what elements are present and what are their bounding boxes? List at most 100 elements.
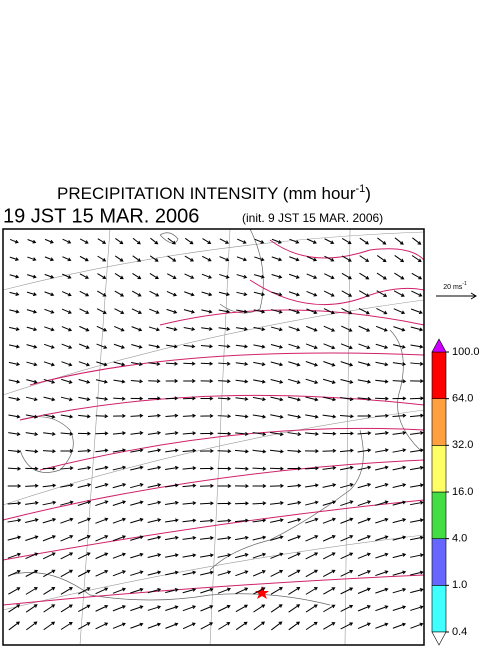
wind-arrow [306,256,318,262]
wind-arrow [235,431,249,436]
wind-arrow [165,500,179,506]
wind-arrow [305,378,319,385]
wind-arrow [357,431,372,436]
wind-arrow [96,325,108,332]
wind-arrow [8,396,21,402]
wind-arrow [78,604,91,613]
wind-arrow [375,396,389,401]
wind-arrow [26,361,38,367]
wind-arrow [60,569,74,578]
wind-arrow [357,448,372,453]
wind-arrow [200,431,214,436]
wind-arrow [306,308,318,315]
wind-arrow [235,344,249,349]
wind-arrow [147,431,162,435]
wind-arrow [271,291,283,297]
wind-arrow [410,535,424,541]
wind-arrow [8,587,21,595]
map-frame [2,228,425,646]
wind-arrow [165,379,179,384]
wind-arrow [323,308,335,315]
title: PRECIPITATION INTENSITY (mm hour-1) [57,183,371,204]
wind-arrow [182,501,197,506]
wind-arrow [149,273,159,280]
wind-arrow [287,432,302,437]
wind-vectors [7,237,424,631]
wind-arrow [357,622,371,630]
valid-time: 19 JST 15 MAR. 2006 [3,205,199,227]
wind-arrow [410,622,424,629]
wind-arrow [410,361,424,366]
wind-arrow [376,290,388,297]
wind-arrow [201,273,213,279]
wind-arrow [340,483,354,489]
init-time: (init. 9 JST 15 MAR. 2006) [242,211,383,225]
wind-arrow [78,622,91,630]
wind-arrow [218,622,231,630]
wind-arrow [322,414,337,419]
wind-arrow [392,535,407,541]
wind-arrow [61,308,72,314]
wind-arrow [304,466,319,471]
wind-arrow [375,605,389,612]
wind-arrow [62,273,72,279]
wind-arrow [130,448,144,453]
wind-arrow [113,343,125,349]
wind-arrow [8,432,21,436]
wind-arrow [9,238,19,244]
wind-arrow [341,307,353,315]
wind-arrow [375,535,389,542]
wind-arrow [182,448,197,453]
wind-arrow [235,553,249,559]
wind-arrow [27,256,37,262]
wind-arrow [130,465,144,471]
wind-arrow [60,414,74,419]
wind-arrow [375,517,389,524]
wind-arrow [25,396,38,402]
wind-arrow [271,238,282,244]
wind-arrow [341,325,353,332]
wind-arrow [253,587,266,595]
colorbar: 0.4 1.0 4.0 16.0 32.0 64.0 100.0 [431,338,480,646]
wind-arrow [270,344,283,349]
wind-arrow [165,448,179,453]
wind-arrow [78,343,90,349]
wind-arrow [25,587,38,595]
wind-arrow [288,361,301,367]
wind-arrow [77,517,91,524]
wind-arrow [8,621,20,631]
wind-arrow [305,552,319,560]
wind-arrow [254,256,265,262]
wind-arrow [166,344,178,349]
wind-arrow [60,500,74,506]
wind-arrow [410,500,424,506]
wind-arrow [219,256,230,262]
wind-arrow [96,361,108,367]
wind-arrow [148,344,161,349]
wind-arrow [182,553,197,558]
wind-arrow [322,552,336,560]
wind-arrow [323,587,336,595]
wind-arrow [60,449,74,453]
wind-arrow [306,273,318,279]
wind-arrow [375,448,389,453]
wind-arrow [394,272,405,280]
wind-arrow [25,414,39,419]
wind-arrow [269,466,284,471]
wind-arrow [9,309,20,314]
wind-arrow [357,379,372,384]
wind-arrow [78,587,91,595]
site-marker [255,586,269,599]
wind-arrow [8,361,21,367]
wind-arrow [375,622,389,629]
wind-arrow [79,273,89,279]
wind-arrow [288,604,301,613]
wind-arrow [374,413,389,418]
wind-arrow [27,239,37,244]
wind-arrow [234,518,249,523]
colorbar-label: 4.0 [452,533,467,545]
wind-arrow [270,379,284,384]
wind-arrow [42,500,57,506]
wind-arrow [375,587,389,594]
wind-arrow [323,361,336,367]
